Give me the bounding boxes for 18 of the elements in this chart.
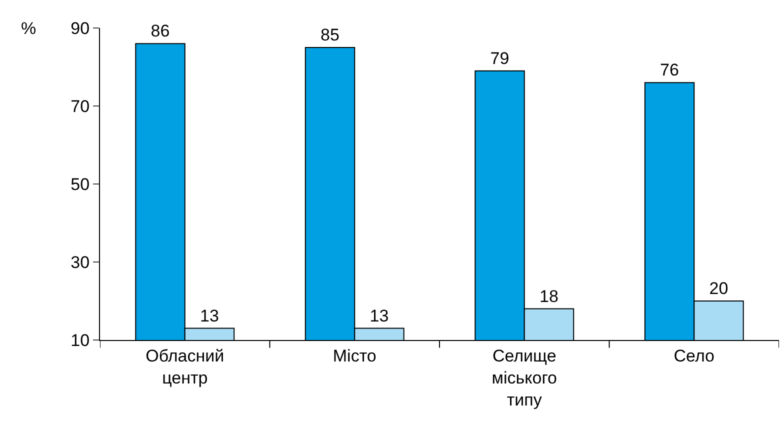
data-label: 79	[490, 48, 510, 68]
x-tick-label: Село	[674, 346, 714, 366]
y-tick-label: 50	[70, 174, 90, 194]
x-tick-label: Місто	[332, 346, 376, 366]
data-label: 85	[320, 26, 340, 44]
data-label: 18	[540, 286, 558, 306]
x-tick-label: Селище міського типу	[492, 346, 557, 410]
y-tick-label: 90	[70, 18, 90, 38]
x-tick-label: Обласний центр	[146, 346, 224, 388]
data-label: 20	[709, 279, 728, 298]
y-tick-label: 30	[70, 252, 90, 272]
data-label: 86	[150, 22, 170, 41]
data-label: 13	[200, 306, 219, 326]
data-label: 13	[370, 306, 389, 326]
y-axis-title: %	[21, 19, 36, 38]
y-tick-label: 70	[70, 96, 90, 116]
data-label: 76	[660, 60, 679, 80]
y-tick-label: 10	[70, 330, 90, 350]
